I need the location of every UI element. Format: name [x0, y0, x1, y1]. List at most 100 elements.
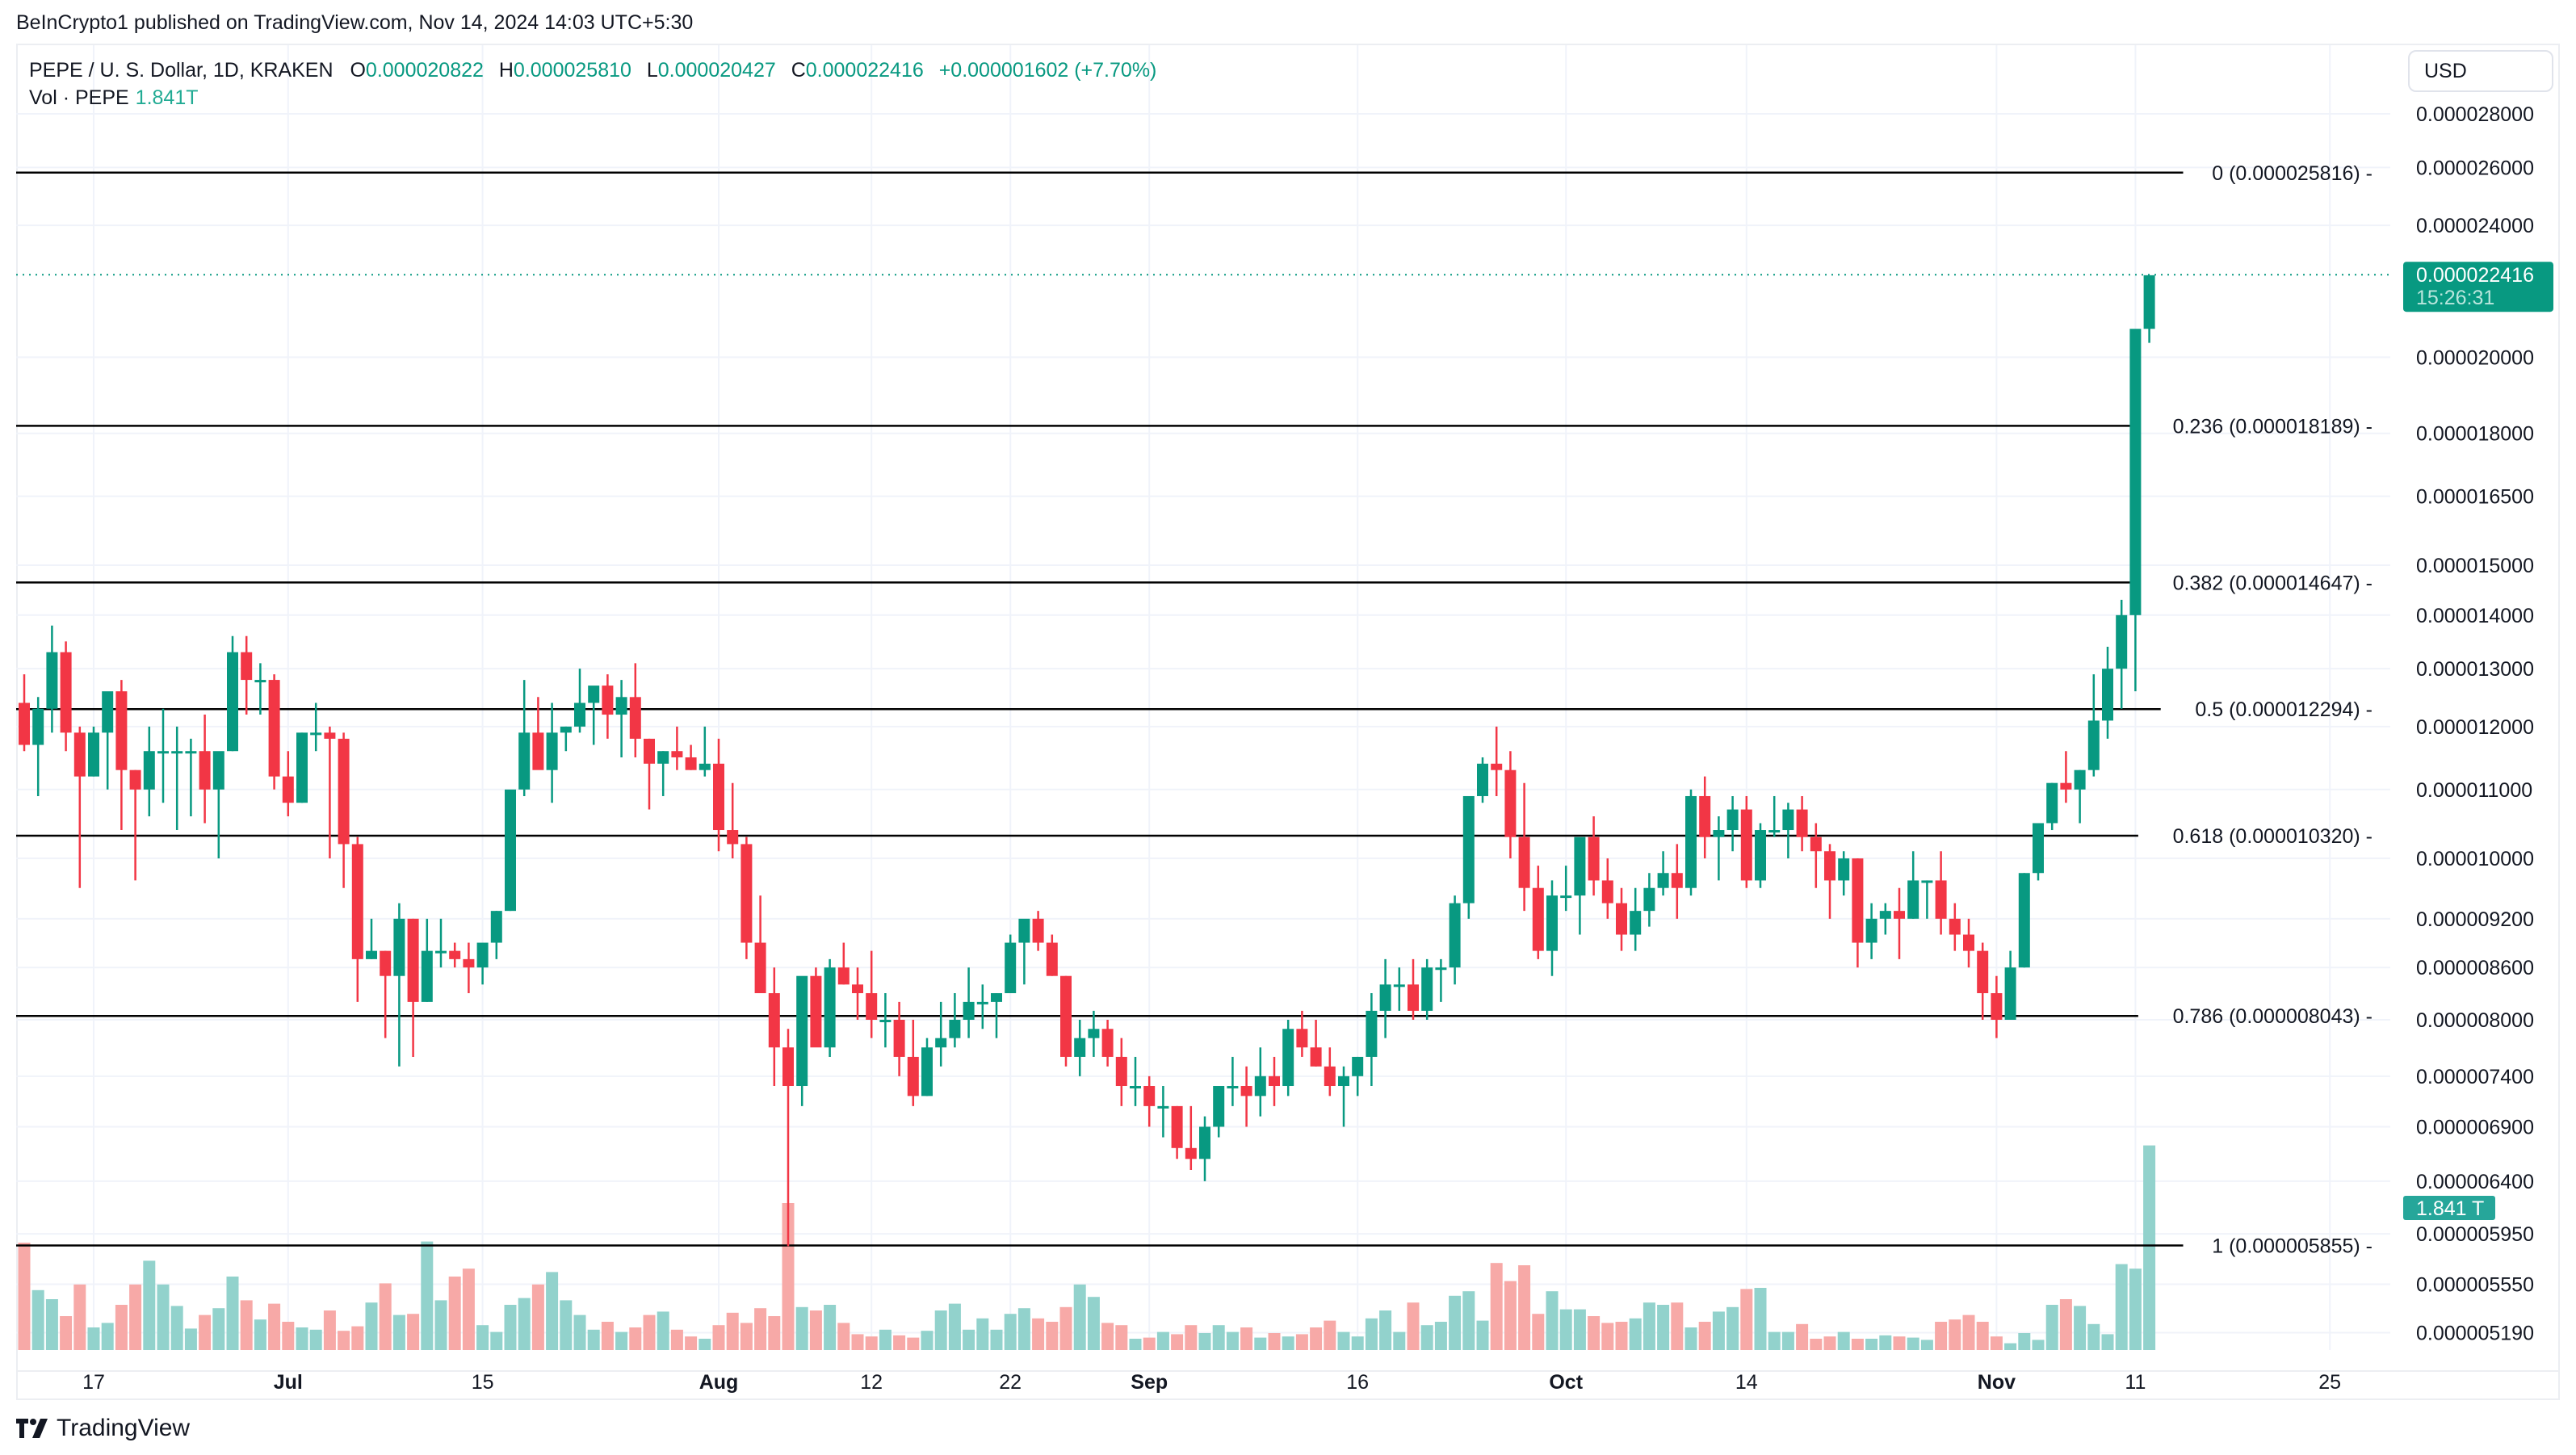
candle[interactable]	[1755, 823, 1766, 888]
candle[interactable]	[1449, 895, 1461, 985]
candle[interactable]	[810, 967, 822, 1048]
candle[interactable]	[1185, 1105, 1197, 1170]
candle[interactable]	[1657, 851, 1669, 896]
candle[interactable]	[1601, 858, 1613, 919]
candle[interactable]	[1269, 1056, 1280, 1106]
candle[interactable]	[1921, 880, 1933, 919]
candle[interactable]	[1199, 1116, 1210, 1181]
candle[interactable]	[782, 1029, 794, 1247]
candle[interactable]	[1421, 958, 1433, 1020]
candle[interactable]	[2018, 873, 2030, 968]
candle[interactable]	[1560, 866, 1572, 912]
candle[interactable]	[1074, 1020, 1086, 1076]
candle[interactable]	[393, 903, 405, 1067]
candle[interactable]	[644, 738, 655, 810]
candle[interactable]	[1796, 795, 1808, 852]
candle[interactable]	[505, 789, 516, 912]
candle[interactable]	[1963, 918, 1974, 968]
candle[interactable]	[2033, 823, 2044, 881]
candle[interactable]	[366, 918, 377, 959]
candle[interactable]	[699, 726, 711, 777]
candle[interactable]	[282, 751, 294, 816]
candle[interactable]	[740, 837, 753, 959]
candle[interactable]	[2102, 647, 2113, 739]
candle[interactable]	[241, 635, 253, 715]
candle[interactable]	[615, 680, 627, 757]
candle[interactable]	[1213, 1086, 1225, 1138]
candle[interactable]	[1254, 1047, 1266, 1117]
candle[interactable]	[1435, 958, 1447, 1002]
candle[interactable]	[324, 726, 336, 859]
candle[interactable]	[1991, 975, 2003, 1038]
candle[interactable]	[1018, 918, 1030, 985]
candle[interactable]	[407, 918, 419, 1057]
candle[interactable]	[490, 911, 502, 959]
candle[interactable]	[171, 726, 183, 831]
candle[interactable]	[1824, 844, 1836, 919]
candle[interactable]	[102, 691, 114, 790]
candle[interactable]	[1310, 1020, 1322, 1067]
candle[interactable]	[115, 680, 128, 831]
candle[interactable]	[1408, 958, 1419, 1020]
candle[interactable]	[1546, 880, 1558, 976]
candle[interactable]	[2129, 329, 2142, 692]
candle[interactable]	[935, 1001, 947, 1067]
candle[interactable]	[991, 993, 1002, 1038]
candle[interactable]	[796, 975, 808, 1106]
candle[interactable]	[671, 726, 683, 770]
candle[interactable]	[768, 967, 780, 1087]
candle[interactable]	[1352, 1056, 1364, 1096]
candle[interactable]	[1588, 816, 1600, 896]
candle[interactable]	[976, 984, 988, 1029]
candle[interactable]	[1894, 887, 1905, 959]
candle[interactable]	[1462, 795, 1475, 919]
candle[interactable]	[1699, 776, 1711, 859]
candle[interactable]	[268, 674, 280, 790]
price-axis[interactable]: 0.000028000 0.000026000 0.000024000 0.00002…	[2416, 103, 2534, 1345]
candles[interactable]	[19, 275, 2155, 1247]
candle[interactable]	[1949, 903, 1961, 951]
candle[interactable]	[546, 702, 558, 803]
candle[interactable]	[351, 837, 363, 1002]
fibonacci-retracement[interactable]: 0 (0.000025816) - 0.236 (0.000018189) - 0.…	[16, 162, 2373, 1258]
candle[interactable]	[1671, 844, 1683, 919]
candle[interactable]	[1240, 1066, 1252, 1127]
candle[interactable]	[1907, 851, 1919, 919]
candle[interactable]	[1838, 851, 1850, 896]
candle[interactable]	[1143, 1076, 1156, 1127]
candle[interactable]	[73, 726, 86, 888]
candle[interactable]	[532, 697, 544, 770]
candle[interactable]	[227, 635, 238, 752]
candle[interactable]	[1393, 967, 1405, 1011]
candle[interactable]	[1032, 911, 1044, 951]
candle[interactable]	[907, 1020, 919, 1106]
candle[interactable]	[1366, 993, 1378, 1087]
candle[interactable]	[476, 942, 489, 985]
candle[interactable]	[1726, 795, 1739, 852]
candle[interactable]	[1477, 757, 1488, 803]
candle[interactable]	[1713, 816, 1725, 881]
candle[interactable]	[310, 702, 322, 752]
candle[interactable]	[657, 751, 669, 796]
candle[interactable]	[1574, 837, 1586, 935]
candle[interactable]	[296, 732, 308, 803]
symbol-title[interactable]: PEPE / U. S. Dollar, 1D, KRAKEN	[29, 59, 334, 82]
candle[interactable]	[254, 663, 266, 715]
candle[interactable]	[46, 625, 58, 733]
candle[interactable]	[685, 744, 697, 770]
candle[interactable]	[1005, 934, 1017, 994]
candle[interactable]	[463, 942, 475, 994]
candle[interactable]	[2060, 751, 2072, 803]
candle[interactable]	[421, 918, 433, 1002]
candle[interactable]	[2074, 769, 2086, 824]
candle[interactable]	[574, 669, 585, 733]
candle[interactable]	[1865, 903, 1877, 959]
time-axis[interactable]: 17 Jul 15 Aug 12 22 Sep 16 Oct 14 Nov 11 25	[82, 1371, 2341, 1394]
candle[interactable]	[1101, 1020, 1114, 1067]
candle[interactable]	[1518, 782, 1530, 912]
candle[interactable]	[1630, 887, 1642, 951]
candle[interactable]	[837, 942, 850, 985]
candle[interactable]	[1088, 1010, 1100, 1057]
candle[interactable]	[157, 708, 169, 803]
